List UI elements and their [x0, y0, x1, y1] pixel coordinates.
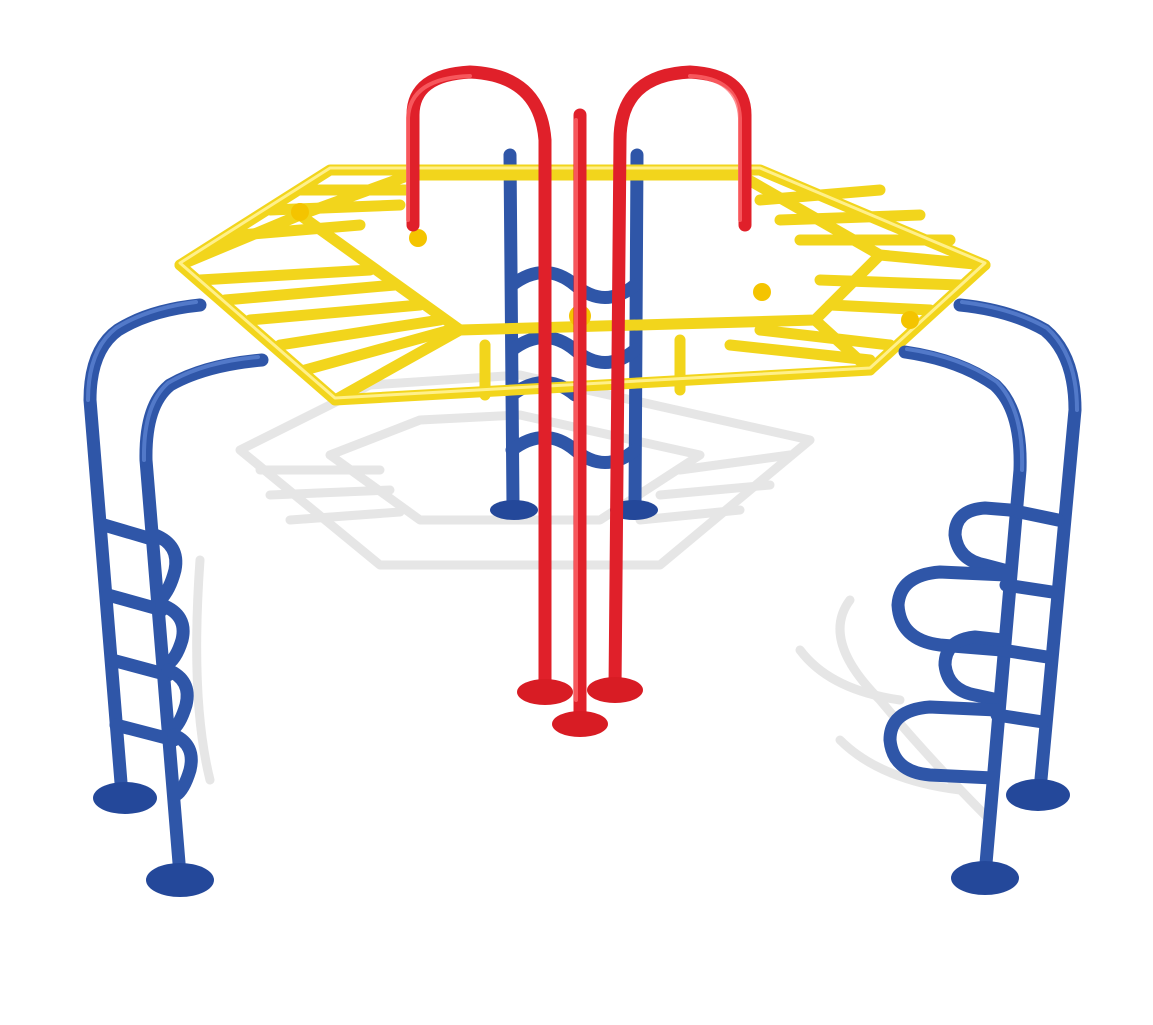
deck-bracket-right: [753, 283, 771, 301]
red-pole-foot-right: [587, 677, 643, 703]
ground-shadow: [192, 370, 995, 825]
right-frame-foot-front: [951, 861, 1019, 895]
deck-bracket-left: [291, 203, 309, 221]
red-pole-foot-left: [517, 679, 573, 705]
deck-bracket-far-right: [901, 311, 919, 329]
left-frame-foot-back: [93, 782, 157, 814]
hexagonal-deck: [174, 164, 991, 406]
red-arches: [406, 65, 752, 737]
left-frame-foot-front: [146, 863, 214, 897]
back-ladder-foot-left: [490, 500, 538, 520]
red-pole-foot-center: [552, 711, 608, 737]
deck-bracket-center-left: [409, 229, 427, 247]
left-ladder-frame: [83, 298, 269, 897]
right-ladder-frame: [883, 298, 1082, 895]
right-frame-foot-back: [1006, 779, 1070, 811]
